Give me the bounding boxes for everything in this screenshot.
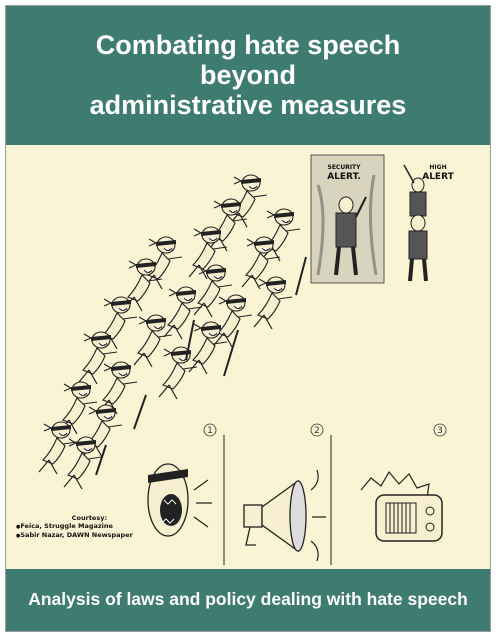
shouting-face <box>147 463 212 537</box>
alert-left-line-1: SECURITY <box>328 164 362 171</box>
cartoon-illustration: SECURITY ALERT. HIGH ALERT 1 2 <box>6 154 455 565</box>
radio-icon <box>360 470 443 542</box>
cover-subtitle: Analysis of laws and policy dealing with… <box>28 589 468 609</box>
report-cover: Combating hate speech beyond administrat… <box>5 5 491 632</box>
courtesy-heading: Courtesy: <box>71 514 108 522</box>
courtesy-line-1: Feica, Struggle Magazine <box>16 522 133 531</box>
security-alert-panel: SECURITY ALERT. <box>310 154 385 284</box>
megaphone-icon <box>243 469 326 562</box>
title-line-2: beyond <box>199 60 296 90</box>
svg-text:3: 3 <box>437 426 443 436</box>
courtesy-credit: Courtesy: Feica, Struggle Magazine Sabir… <box>16 514 133 540</box>
title-band: Combating hate speech beyond administrat… <box>6 6 490 145</box>
subtitle-band: Analysis of laws and policy dealing with… <box>6 569 490 631</box>
alert-left-line-2: ALERT. <box>327 172 361 182</box>
title-line-3: administrative measures <box>89 90 407 120</box>
panel-number-3: 3 <box>433 423 447 437</box>
svg-text:2: 2 <box>314 426 320 436</box>
panel-number-2: 2 <box>310 423 324 437</box>
courtesy-line-2: Sabir Nazar, DAWN Newspaper <box>16 531 132 540</box>
alert-right-line-2: ALERT <box>422 172 454 182</box>
protest-crowd <box>39 175 307 489</box>
alert-right-line-1: HIGH <box>429 164 446 171</box>
cover-title: Combating hate speech beyond administrat… <box>6 30 490 120</box>
title-line-1: Combating hate speech <box>95 30 401 60</box>
svg-text:1: 1 <box>207 426 213 436</box>
high-alert-panel: HIGH ALERT <box>403 164 455 282</box>
panel-number-1: 1 <box>203 423 217 437</box>
